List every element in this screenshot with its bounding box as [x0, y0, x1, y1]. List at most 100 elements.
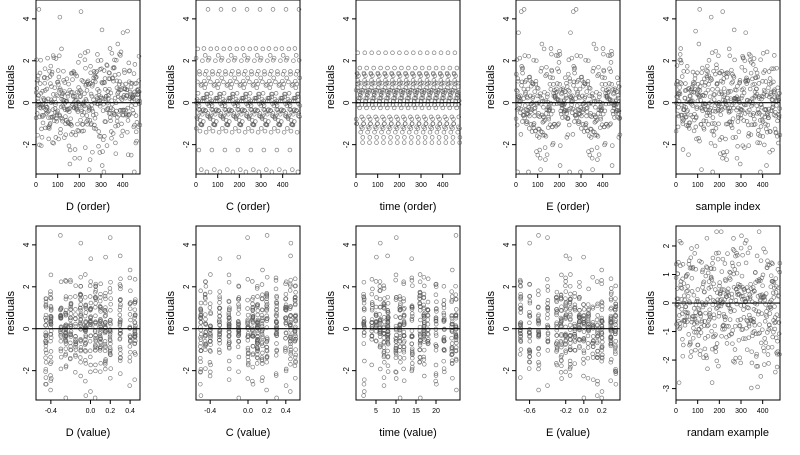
- panel-3-point: [379, 66, 383, 70]
- panel-6-point: [94, 369, 98, 373]
- panel-5-point: [717, 54, 721, 58]
- panel-1-point: [55, 119, 59, 123]
- panel-3-point: [442, 130, 446, 134]
- panel-1-point: [56, 69, 60, 73]
- panel-4-ytick-label: 2: [502, 58, 511, 63]
- panel-9-point: [586, 303, 590, 307]
- panel-9-point: [582, 374, 586, 378]
- panel-6-point: [89, 257, 93, 261]
- panel-10-point: [681, 337, 685, 341]
- panel-5-point: [724, 137, 728, 141]
- panel-10-point: [701, 286, 705, 290]
- panel-9-point: [537, 367, 541, 371]
- panel-6-point: [129, 350, 133, 354]
- panel-3-point: [389, 136, 393, 140]
- panel-7-point: [246, 313, 250, 317]
- panel-2-point: [296, 170, 300, 174]
- panel-10-point: [732, 237, 736, 241]
- panel-7-point: [293, 376, 297, 380]
- panel-4-point: [597, 65, 601, 69]
- panel-1-point: [71, 78, 75, 82]
- panel-3-point: [416, 136, 420, 140]
- panel-1-point: [39, 58, 43, 62]
- panel-10-point: [770, 345, 774, 349]
- panel-2-point: [224, 129, 228, 133]
- panel-1-point: [67, 82, 71, 86]
- panel-2-point: [211, 72, 215, 76]
- panel-2-point: [280, 47, 284, 51]
- panel-2-point: [282, 130, 286, 134]
- panel-7-point: [246, 277, 250, 281]
- panel-9-point: [609, 277, 613, 281]
- panel-10-point: [733, 268, 737, 272]
- panel-2-point: [201, 59, 205, 63]
- panel-1-point: [76, 122, 80, 126]
- panel-9-point: [596, 314, 600, 318]
- panel-4-ytick-label: -2: [502, 141, 511, 149]
- panel-2-point: [205, 170, 209, 174]
- panel-1-ylabel: residuals: [5, 64, 17, 109]
- panel-2-point: [237, 129, 241, 133]
- panel-6-point: [133, 308, 137, 312]
- panel-10-point: [756, 385, 760, 389]
- panel-2-point: [268, 54, 272, 58]
- panel-5-point: [757, 82, 761, 86]
- panel-6-point: [79, 275, 83, 279]
- panel-2-point: [259, 76, 263, 80]
- panel-8-xtick-label: 5: [374, 408, 378, 415]
- panel-9-point: [518, 376, 522, 380]
- panel-2-point: [231, 170, 235, 174]
- panel-8-point: [382, 336, 386, 340]
- panel-10-point: [766, 259, 770, 263]
- panel-4-point: [534, 79, 538, 83]
- panel-3-point: [358, 66, 362, 70]
- panel-9-point: [564, 254, 568, 258]
- panel-5-point: [727, 47, 731, 51]
- panel-3-point: [387, 130, 391, 134]
- panel-5-point: [706, 69, 710, 73]
- panel-1-point: [89, 64, 93, 68]
- panel-1-point: [103, 77, 107, 81]
- panel-9-point: [609, 379, 613, 383]
- panel-4-point: [527, 126, 531, 130]
- panel-4-point: [518, 56, 522, 60]
- panel-9-point: [614, 339, 618, 343]
- panel-6-ytick-label: 2: [22, 284, 31, 289]
- panel-8-point: [454, 234, 458, 238]
- panel-5-point: [721, 10, 725, 14]
- panel-8-point: [422, 362, 426, 366]
- panel-9-point: [528, 310, 532, 314]
- panel-9-point: [586, 334, 590, 338]
- panel-10-point: [767, 362, 771, 366]
- panel-6-point: [89, 370, 93, 374]
- panel-2-point: [289, 129, 293, 133]
- panel-8-point: [383, 297, 387, 301]
- panel-9-point: [560, 364, 564, 368]
- panel-6-point: [79, 374, 83, 378]
- panel-8-point: [422, 374, 426, 378]
- panel-1-point: [100, 28, 104, 32]
- panel-10-point: [693, 252, 697, 256]
- panel-5-point: [709, 141, 713, 145]
- panel-9-point: [569, 292, 573, 296]
- panel-8-point: [422, 284, 426, 288]
- panel-7-point: [275, 396, 279, 400]
- panel-8-point: [370, 277, 374, 281]
- panel-10-point: [750, 361, 754, 365]
- panel-9-point: [591, 275, 595, 279]
- panel-6-point: [119, 352, 123, 356]
- panel-3-point: [410, 136, 414, 140]
- panel-4-point: [533, 90, 537, 94]
- panel-6-point: [79, 241, 83, 245]
- panel-10-point: [711, 262, 715, 266]
- panel-5-point: [744, 31, 748, 35]
- panel-7-point: [227, 280, 231, 284]
- panel-8-point: [454, 293, 458, 297]
- panel-6-point: [109, 308, 113, 312]
- panel-2-point: [242, 54, 246, 58]
- panel-5-point: [680, 75, 684, 79]
- panel-2-point: [245, 7, 249, 11]
- panel-8-point: [410, 257, 414, 261]
- panel-2-point: [219, 7, 223, 11]
- panel-10-point: [695, 245, 699, 249]
